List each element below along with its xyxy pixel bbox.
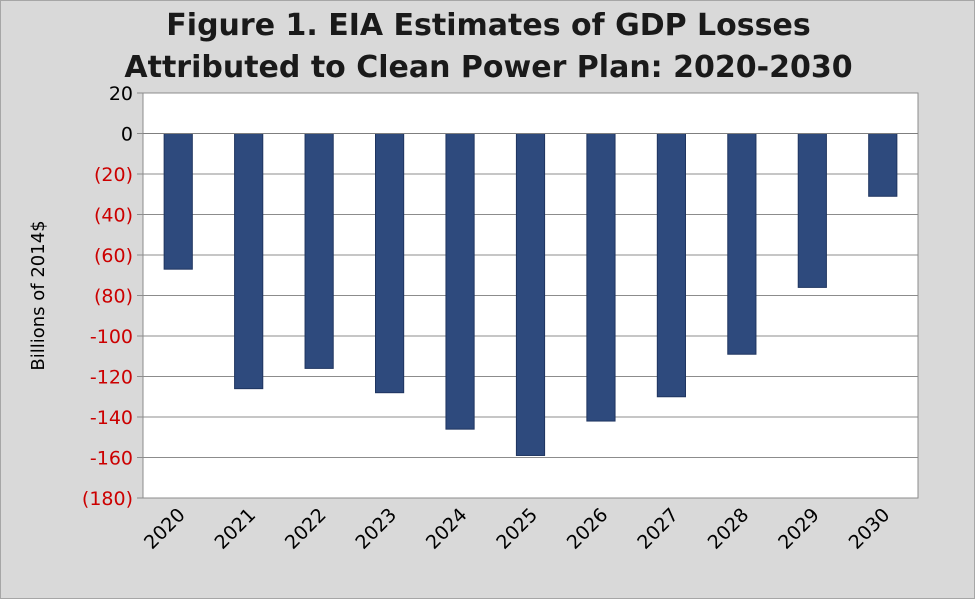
bar-2029 xyxy=(797,133,827,288)
x-tick-label: 2027 xyxy=(633,504,683,554)
bar-2027 xyxy=(656,133,686,398)
x-tick-labels: 2020 2021 2022 2023 2024 2025 2026 2027 2028 2029… xyxy=(140,504,894,554)
y-tick-label: -160 xyxy=(90,448,133,470)
y-tick-label: 0 xyxy=(121,124,133,146)
bar-2025 xyxy=(515,133,546,456)
x-tick-label: 2030 xyxy=(845,504,895,554)
bar-2024 xyxy=(445,133,475,430)
x-tick-label: 2020 xyxy=(140,504,190,554)
x-tick-label: 2026 xyxy=(563,504,613,554)
bar-2023 xyxy=(375,133,405,394)
bar-2020 xyxy=(163,133,193,270)
y-axis-title: Billions of 2014$ xyxy=(28,220,49,370)
chart-title: Figure 1. EIA Estimates of GDP Losses At… xyxy=(1,5,975,89)
y-tick-label: -140 xyxy=(90,407,133,429)
x-tick-label: 2022 xyxy=(281,504,331,554)
y-tick-label: -120 xyxy=(90,367,133,389)
bar-2030 xyxy=(868,133,898,197)
y-tick-label: (40) xyxy=(94,205,133,227)
y-tick-label: (20) xyxy=(94,164,133,186)
bar-2022 xyxy=(304,133,334,369)
bar-2026 xyxy=(586,133,616,422)
y-tick-label: (180) xyxy=(82,488,133,510)
y-tick-label: -100 xyxy=(90,326,133,348)
chart-title-line-1: Figure 1. EIA Estimates of GDP Losses xyxy=(166,8,811,43)
x-tick-label: 2021 xyxy=(210,504,260,554)
y-tick-label: 20 xyxy=(109,83,133,105)
x-tick-label: 2028 xyxy=(704,504,754,554)
bars xyxy=(163,133,898,456)
y-tick-label: (60) xyxy=(94,245,133,267)
x-tick-label: 2029 xyxy=(774,504,824,554)
x-tick-label: 2025 xyxy=(492,504,542,554)
y-tick-label: (80) xyxy=(94,286,133,308)
bar-2028 xyxy=(727,133,757,355)
bar-2021 xyxy=(234,133,264,390)
chart-title-line-2: Attributed to Clean Power Plan: 2020-203… xyxy=(124,50,853,85)
x-tick-label: 2023 xyxy=(351,504,401,554)
x-tick-label: 2024 xyxy=(422,504,472,554)
y-tick-labels: 20 0 (20) (40) (60) (80) -100 -120 -140 -160 (180) xyxy=(82,83,133,510)
